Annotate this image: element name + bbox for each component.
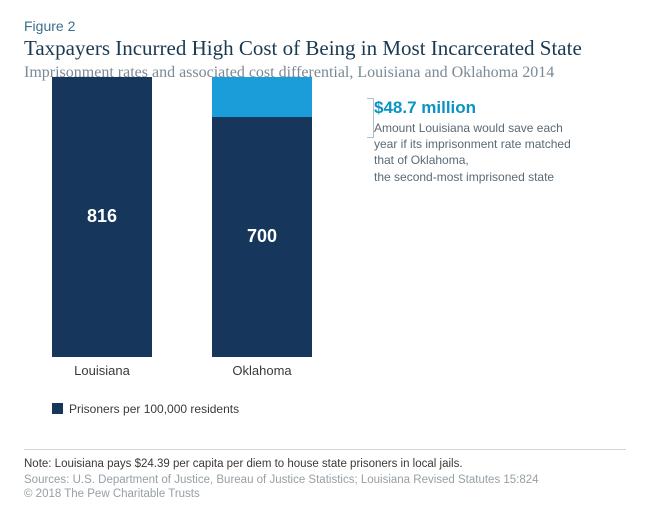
bar-group: 700 Oklahoma bbox=[212, 77, 312, 378]
annotation-text-line1: Amount Louisiana would save each year if… bbox=[374, 121, 571, 167]
bar-segment: 816 bbox=[52, 77, 152, 357]
bar-stack: 700 bbox=[212, 77, 312, 357]
bar-category-label: Louisiana bbox=[74, 363, 130, 378]
legend: Prisoners per 100,000 residents bbox=[52, 402, 626, 416]
annotation: $48.7 million Amount Louisiana would sav… bbox=[374, 98, 574, 185]
bar-group: 816 Louisiana bbox=[52, 77, 152, 378]
legend-swatch bbox=[52, 403, 63, 414]
annotation-amount: $48.7 million bbox=[374, 98, 574, 118]
bar-segment bbox=[212, 77, 312, 117]
bar-category-label: Oklahoma bbox=[232, 363, 291, 378]
annotation-bracket bbox=[362, 98, 374, 138]
chart-title: Taxpayers Incurred High Cost of Being in… bbox=[24, 36, 626, 61]
footer: Note: Louisiana pays $24.39 per capita p… bbox=[24, 449, 626, 500]
bar-value-label: 816 bbox=[87, 206, 117, 227]
chart-region: 816 Louisiana 700 Oklahoma $48.7 million Am… bbox=[24, 98, 626, 398]
annotation-text-line2: the second-most imprisoned state bbox=[374, 170, 554, 184]
bar-value-label: 700 bbox=[247, 226, 277, 247]
bar-stack: 816 bbox=[52, 77, 152, 357]
bar-chart: 816 Louisiana 700 Oklahoma bbox=[52, 98, 362, 378]
legend-label: Prisoners per 100,000 residents bbox=[69, 402, 239, 416]
figure-number: Figure 2 bbox=[24, 18, 626, 34]
sources: Sources: U.S. Department of Justice, Bur… bbox=[24, 474, 626, 486]
copyright: © 2018 The Pew Charitable Trusts bbox=[24, 488, 626, 500]
annotation-text: Amount Louisiana would save each year if… bbox=[374, 120, 574, 185]
bar-segment: 700 bbox=[212, 117, 312, 357]
footnote: Note: Louisiana pays $24.39 per capita p… bbox=[24, 458, 626, 470]
